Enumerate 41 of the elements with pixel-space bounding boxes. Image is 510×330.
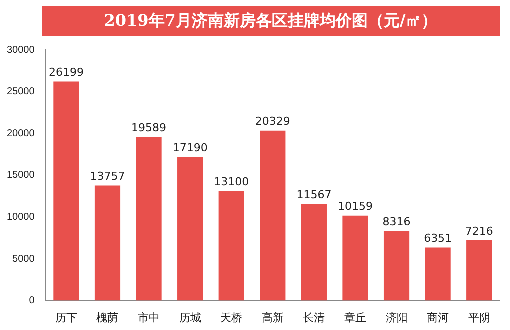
bar <box>425 248 451 301</box>
x-tick-label: 市中 <box>138 311 160 324</box>
x-tick-label: 章丘 <box>344 311 366 324</box>
data-label: 13757 <box>90 170 126 184</box>
data-label: 26199 <box>48 66 84 80</box>
x-tick-label: 济阳 <box>386 311 408 324</box>
bar <box>94 186 121 301</box>
bar <box>136 137 162 301</box>
bar <box>260 130 286 301</box>
data-label: 11567 <box>296 188 332 202</box>
x-tick-label: 槐荫 <box>96 311 119 324</box>
bar <box>218 191 244 301</box>
x-tick-label: 高新 <box>262 311 284 324</box>
x-tick-label: 平阴 <box>468 312 490 324</box>
y-tick-label: 0 <box>29 296 36 307</box>
y-tick-label: 20000 <box>6 128 36 140</box>
y-tick-label: 25000 <box>6 86 36 98</box>
data-label: 20329 <box>255 115 290 128</box>
bar <box>466 240 492 301</box>
x-tick-label: 商河 <box>427 311 450 324</box>
data-label: 6351 <box>424 232 452 246</box>
bar <box>54 82 80 301</box>
y-tick-label: 15000 <box>6 170 36 182</box>
bar <box>301 204 327 301</box>
x-tick-label: 历下 <box>55 312 78 324</box>
bar <box>384 231 410 301</box>
x-tick-label: 历城 <box>179 311 202 324</box>
bar <box>342 216 368 301</box>
x-tick-label: 天桥 <box>220 312 243 324</box>
data-label: 19589 <box>132 121 167 134</box>
bar <box>178 157 204 301</box>
x-tick-label: 长清 <box>303 311 326 324</box>
y-tick-label: 30000 <box>6 44 36 56</box>
data-label: 13100 <box>214 176 250 189</box>
data-label: 8316 <box>382 216 411 229</box>
data-label: 10159 <box>338 200 373 214</box>
data-label: 7216 <box>465 224 494 238</box>
y-tick-label: 5000 <box>12 254 36 265</box>
chart-title: 2019年7月济南新房各区挂牌均价图（元/㎡） <box>42 6 500 36</box>
y-tick-label: 10000 <box>6 212 36 223</box>
data-label: 17190 <box>172 141 208 154</box>
